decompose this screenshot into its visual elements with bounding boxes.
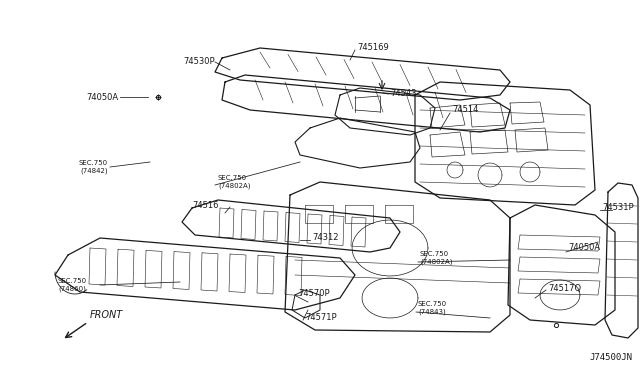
Text: 74050A: 74050A — [568, 244, 600, 253]
Text: 74050A: 74050A — [86, 93, 118, 102]
Text: FRONT: FRONT — [90, 310, 124, 320]
Text: 74312: 74312 — [312, 234, 339, 243]
Text: SEC.750
(74802A): SEC.750 (74802A) — [420, 251, 452, 265]
Text: SEC.750
(74843): SEC.750 (74843) — [418, 301, 447, 315]
Text: SEC.750
(74842): SEC.750 (74842) — [79, 160, 108, 174]
Text: 74516: 74516 — [192, 202, 218, 211]
Text: 74570P: 74570P — [298, 289, 330, 298]
Text: 74571P: 74571P — [305, 314, 337, 323]
Text: 74531P: 74531P — [602, 203, 634, 212]
Text: 745169: 745169 — [357, 44, 388, 52]
Text: J74500JN: J74500JN — [589, 353, 632, 362]
Text: 74517Q: 74517Q — [548, 283, 581, 292]
Text: 74514: 74514 — [452, 106, 478, 115]
Text: SEC.750
(74860): SEC.750 (74860) — [58, 278, 87, 292]
Text: 74543: 74543 — [390, 90, 417, 99]
Text: SEC.750
(74802A): SEC.750 (74802A) — [218, 175, 250, 189]
Text: 74530P: 74530P — [184, 58, 215, 67]
